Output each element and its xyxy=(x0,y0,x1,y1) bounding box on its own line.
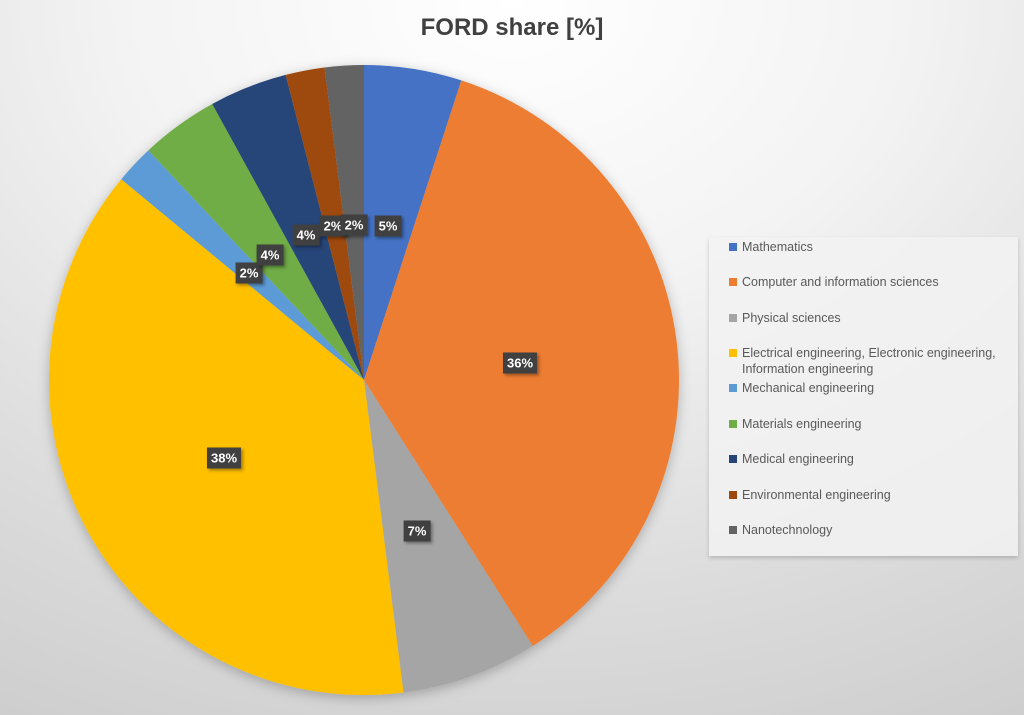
data-label: 2% xyxy=(235,262,263,284)
data-label: 7% xyxy=(403,520,431,542)
legend: Mathematics Computer and information sci… xyxy=(709,237,1018,556)
pie-slice-electrical-engineering-electronic-engineering-information-engineering xyxy=(48,179,404,696)
pie-slice-medical-engineering xyxy=(212,74,364,381)
legend-label: Computer and information sciences xyxy=(742,275,939,289)
legend-item-medical-engineering: Medical engineering xyxy=(729,451,1014,467)
legend-label: Environmental engineering xyxy=(742,488,891,502)
legend-item-computer-sciences: Computer and information sciences xyxy=(729,274,1014,290)
legend-swatch xyxy=(729,455,737,463)
legend-label: Mathematics xyxy=(742,240,813,254)
legend-item-physical-sciences: Physical sciences xyxy=(729,310,1014,326)
data-label: 5% xyxy=(374,215,402,237)
legend-swatch xyxy=(729,278,737,286)
legend-swatch xyxy=(729,420,737,428)
legend-swatch xyxy=(729,491,737,499)
legend-item-mechanical-engineering: Mechanical engineering xyxy=(729,380,1014,396)
legend-label: Materials engineering xyxy=(742,417,862,431)
data-label: 2% xyxy=(319,215,347,237)
legend-swatch xyxy=(729,384,737,392)
legend-item-materials-engineering: Materials engineering xyxy=(729,416,1014,432)
data-label: 4% xyxy=(256,244,284,266)
legend-item-nanotechnology: Nanotechnology xyxy=(729,522,1014,538)
data-label: 4% xyxy=(292,224,320,246)
pie-slice-mathematics xyxy=(364,65,462,380)
legend-label: Mechanical engineering xyxy=(742,381,875,395)
pie-slice-materials-engineering xyxy=(148,103,364,381)
legend-swatch xyxy=(729,314,737,322)
chart-title: FORD share [%] xyxy=(420,14,604,41)
legend-item-mathematics: Mathematics xyxy=(729,239,1014,255)
legend-item-environmental-engineering: Environmental engineering xyxy=(729,487,1014,503)
data-label: 38% xyxy=(206,447,242,469)
legend-label: Physical sciences xyxy=(742,311,841,325)
legend-label: Nanotechnology xyxy=(742,523,833,537)
data-label: 36% xyxy=(502,352,538,374)
legend-swatch xyxy=(729,243,737,251)
legend-swatch xyxy=(729,526,737,534)
pie-slice-physical-sciences xyxy=(364,380,533,693)
legend-swatch xyxy=(729,349,737,357)
data-label: 2% xyxy=(340,214,368,236)
legend-item-electrical-engineering: Electrical engineering, Electronic engin… xyxy=(729,345,1014,377)
legend-label: Electrical engineering, Electronic engin… xyxy=(742,346,996,376)
legend-label: Medical engineering xyxy=(742,452,854,466)
